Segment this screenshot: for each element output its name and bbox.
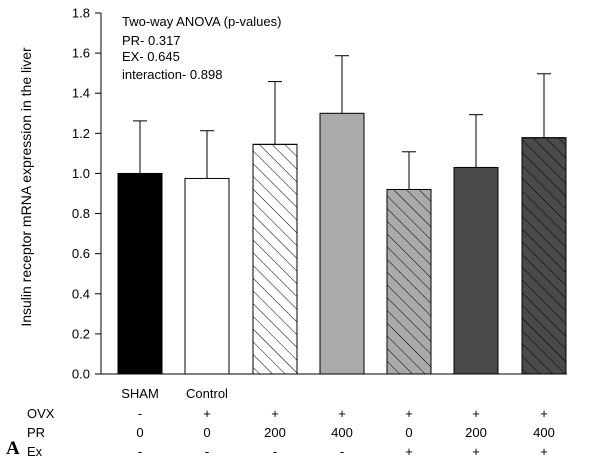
annotation-line-4: interaction- 0.898 (122, 67, 222, 82)
condition-value: 400 (331, 425, 353, 440)
y-tick-label: 1.2 (72, 126, 90, 141)
condition-name: Ex (27, 444, 43, 459)
y-tick-label: 1.4 (72, 86, 90, 101)
y-tick-label: 0.6 (72, 246, 90, 261)
x-category-label: Control (186, 386, 228, 401)
condition-value: 0 (405, 425, 412, 440)
condition-value: + (203, 406, 211, 421)
y-tick-label: 1.0 (72, 166, 90, 181)
condition-value: - (138, 406, 142, 421)
condition-value: - (138, 444, 142, 459)
panel-label: A (6, 438, 20, 459)
x-category-label: SHAM (121, 386, 159, 401)
annotation-line-3: EX- 0.645 (122, 49, 180, 64)
y-tick-label: 0.2 (72, 326, 90, 341)
condition-value: + (405, 406, 413, 421)
condition-value: + (338, 406, 346, 421)
condition-value: - (205, 444, 209, 459)
y-axis-label: Insulin receptor mRNA expression in the … (18, 47, 34, 327)
condition-value: - (273, 444, 277, 459)
condition-value: 0 (136, 425, 143, 440)
condition-table: OVX - + + + + + + PR 0 0 200 400 0 200 400 Ex - - - - + + + (27, 406, 555, 459)
bar (184, 177, 230, 375)
condition-value: 200 (264, 425, 286, 440)
y-tick-label: 0.8 (72, 206, 90, 221)
condition-value: 200 (465, 425, 487, 440)
bars: SHAM Control (117, 55, 567, 401)
condition-value: + (405, 444, 413, 459)
bar-hatch (252, 143, 298, 375)
condition-value: + (472, 444, 480, 459)
y-tick-label: 0.0 (72, 367, 90, 382)
bar (453, 166, 499, 375)
bar-hatch (386, 188, 432, 375)
bar (319, 112, 365, 375)
y-tick-label: 1.8 (72, 6, 90, 21)
condition-value: + (540, 444, 548, 459)
bar (117, 172, 163, 375)
annotation-line-1: Two-way ANOVA (p-values) (122, 14, 281, 29)
condition-value: 400 (533, 425, 555, 440)
annotation-line-2: PR- 0.317 (122, 33, 181, 48)
anova-annotation: Two-way ANOVA (p-values) PR- 0.317 EX- 0… (122, 14, 281, 82)
condition-value: + (271, 406, 279, 421)
y-tick-label: 1.6 (72, 46, 90, 61)
bar-hatch (521, 137, 567, 375)
condition-value: + (540, 406, 548, 421)
y-tick-label: 0.4 (72, 286, 90, 301)
condition-name: PR (27, 425, 45, 440)
axes: 0.0 0.2 0.4 0.6 0.8 1.0 1.2 1.4 1.6 1.8 (72, 6, 567, 382)
condition-value: + (472, 406, 480, 421)
condition-value: 0 (203, 425, 210, 440)
condition-value: - (340, 444, 344, 459)
condition-name: OVX (27, 406, 55, 421)
